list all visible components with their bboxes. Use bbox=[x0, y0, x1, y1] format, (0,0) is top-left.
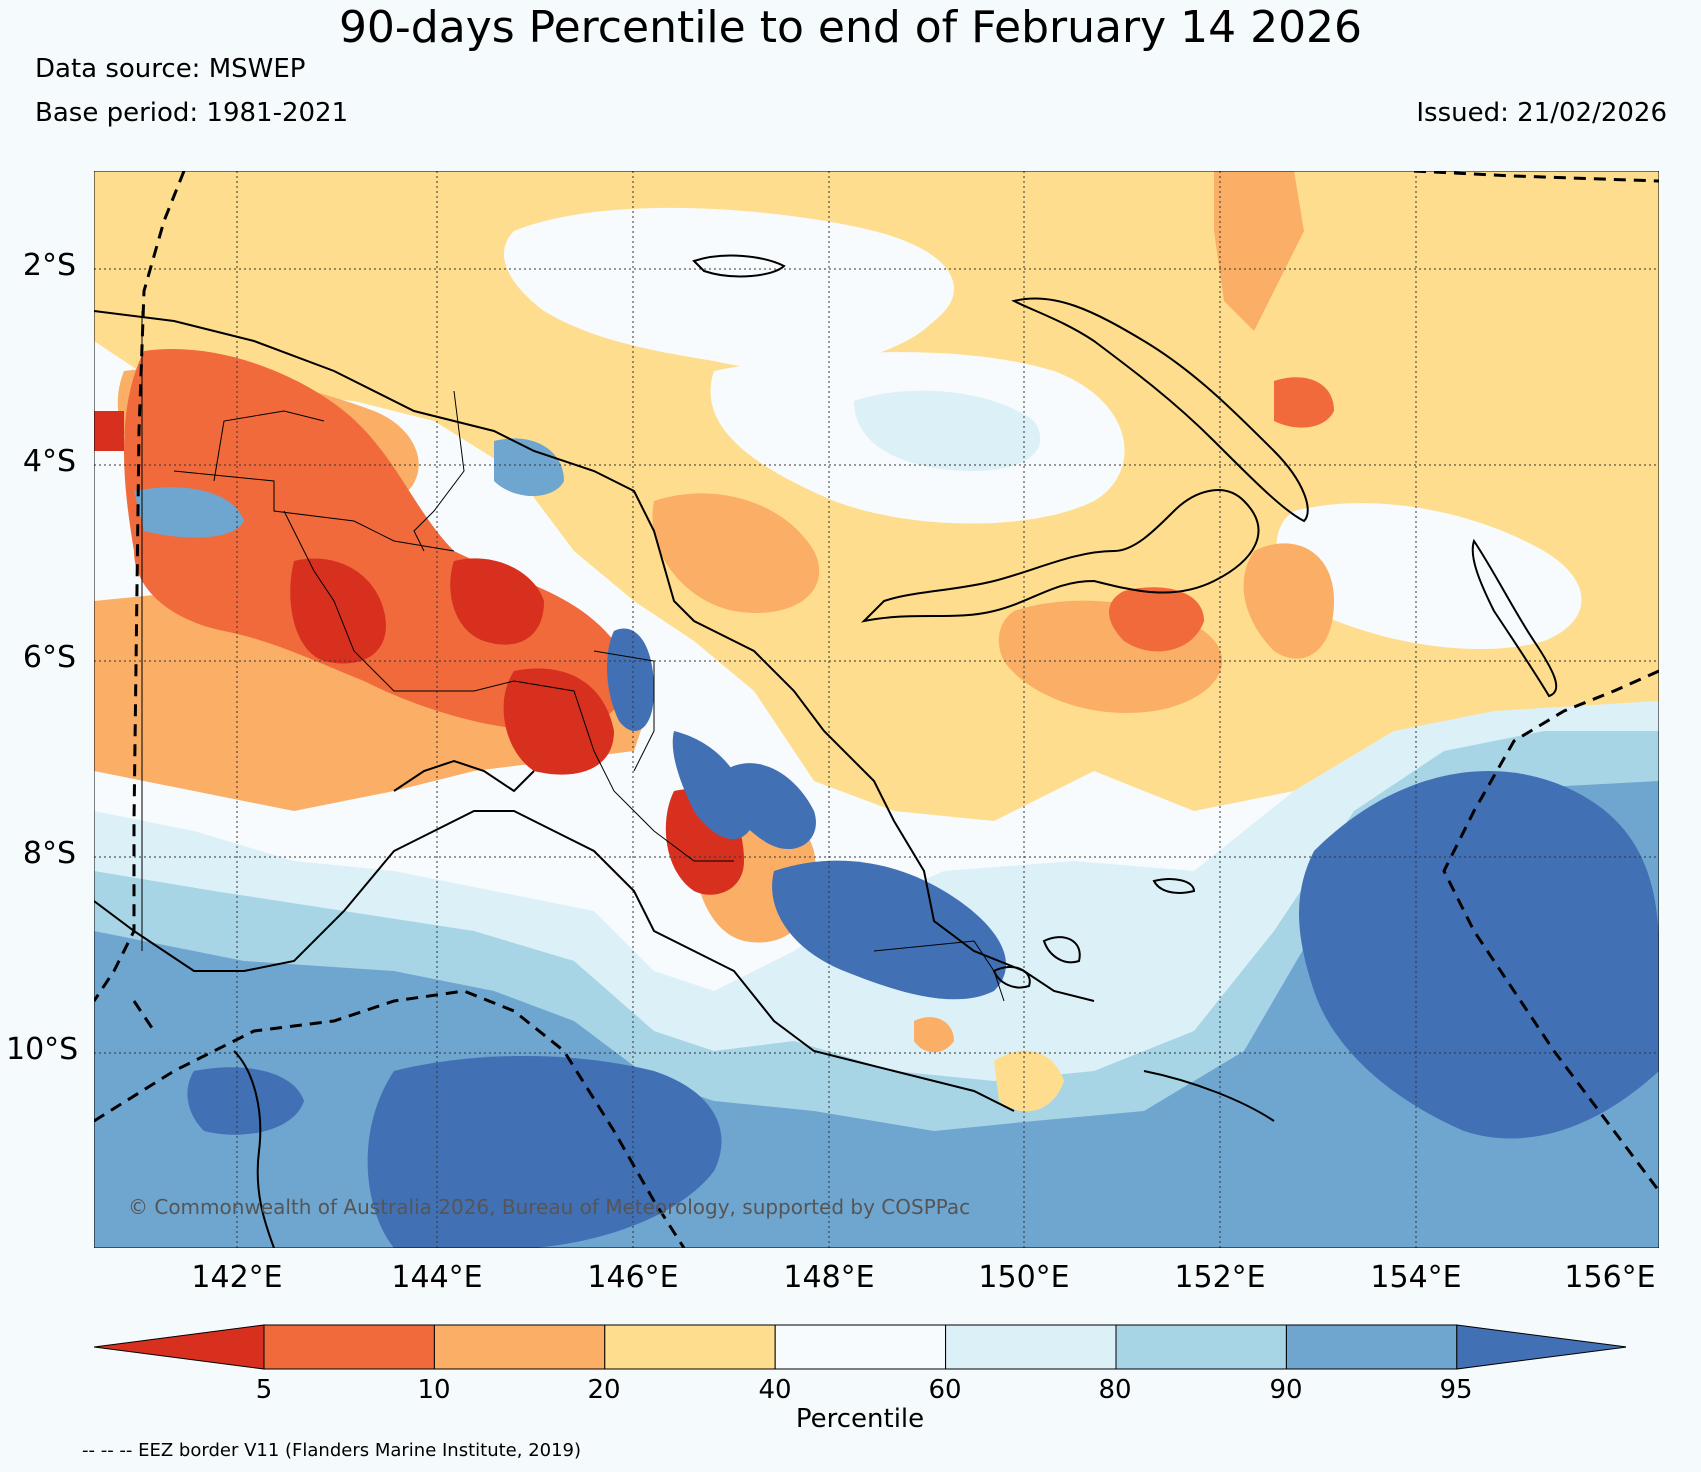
lon-label-148e: 148°E bbox=[783, 1260, 875, 1295]
cb-tick-10: 10 bbox=[417, 1375, 451, 1405]
region-east-neutral bbox=[1276, 503, 1582, 650]
coast-new-ireland bbox=[1011, 297, 1309, 523]
region-north-neutral bbox=[504, 207, 954, 369]
eez-borders bbox=[94, 171, 1659, 1248]
coastlines bbox=[94, 254, 1558, 1248]
region-blue-north-2 bbox=[607, 628, 654, 731]
region-orange-mid bbox=[652, 493, 820, 613]
cb-tick-20: 20 bbox=[587, 1375, 621, 1405]
lon-label-154e: 154°E bbox=[1370, 1260, 1462, 1295]
lon-label-146e: 146°E bbox=[587, 1260, 679, 1295]
border-province-4 bbox=[513, 680, 734, 862]
border-province-7 bbox=[873, 940, 1005, 1002]
province-borders bbox=[141, 311, 1005, 1002]
colorbar-title: Percentile bbox=[795, 1404, 925, 1434]
colorbar-cell-5-10 bbox=[263, 1324, 435, 1370]
cb-tick-5: 5 bbox=[255, 1375, 273, 1405]
eez-legend-note: -- -- -- EEZ border V11 (Flanders Marine… bbox=[82, 1440, 582, 1461]
lat-label-8s: 8°S bbox=[22, 836, 76, 871]
region-south-tip-yellow bbox=[994, 1050, 1064, 1112]
cb-tick-90: 90 bbox=[1269, 1375, 1303, 1405]
region-deepred-2 bbox=[450, 558, 544, 645]
region-south-orange bbox=[914, 1017, 954, 1053]
cb-tick-80: 80 bbox=[1098, 1375, 1132, 1405]
coast-goodenough bbox=[992, 966, 1031, 989]
colorbar-cell-20-40 bbox=[604, 1324, 776, 1370]
coast-fly-delta bbox=[393, 759, 535, 793]
border-province-1 bbox=[173, 470, 455, 552]
eez-south-coral bbox=[132, 1000, 156, 1032]
region-torres-deep bbox=[367, 1056, 722, 1248]
eez-northeast bbox=[1413, 171, 1659, 183]
lon-label-156e: 156°E bbox=[1564, 1260, 1656, 1295]
coast-cape-york bbox=[233, 1050, 275, 1248]
lat-label-4s: 4°S bbox=[22, 444, 76, 479]
colorbar-cell-60-80 bbox=[945, 1324, 1117, 1370]
data-source: Data source: MSWEP bbox=[35, 54, 306, 84]
colorbar-cell-90-95 bbox=[1285, 1324, 1458, 1370]
lon-label-150e: 150°E bbox=[978, 1260, 1070, 1295]
region-milne-deep bbox=[772, 860, 1006, 1000]
region-blue-north-3 bbox=[134, 487, 244, 538]
border-province-2 bbox=[283, 510, 515, 692]
coast-louisiade bbox=[1143, 1070, 1275, 1122]
colorbar-cell-80-90 bbox=[1115, 1324, 1287, 1370]
colorbar-cell-10-20 bbox=[433, 1324, 606, 1370]
percentile-map: © Commonwealth of Australia 2026, Bureau… bbox=[94, 171, 1659, 1248]
border-province-5 bbox=[593, 650, 655, 772]
colorbar-extend-low bbox=[94, 1324, 265, 1370]
lon-label-142e: 142°E bbox=[191, 1260, 283, 1295]
region-red-east bbox=[1109, 587, 1204, 652]
eez-west bbox=[94, 171, 186, 1002]
eez-east bbox=[1442, 669, 1659, 1192]
coast-manus bbox=[692, 254, 786, 278]
lat-label-10s: 10°S bbox=[6, 1032, 79, 1067]
base-period: Base period: 1981-2021 bbox=[35, 98, 349, 128]
coast-new-britain bbox=[860, 489, 1260, 623]
lat-label-2s: 2°S bbox=[22, 248, 76, 283]
region-red-ne bbox=[1274, 377, 1334, 428]
border-province-3 bbox=[413, 390, 465, 552]
region-central-wet bbox=[854, 390, 1041, 471]
border-province-6 bbox=[213, 410, 325, 482]
cb-tick-95: 95 bbox=[1439, 1375, 1473, 1405]
region-orange-ridge bbox=[1243, 543, 1334, 659]
region-coral-sea-deep bbox=[1299, 771, 1659, 1139]
coast-trobriand bbox=[1152, 878, 1196, 894]
graticule bbox=[94, 171, 1659, 1248]
coast-new-guinea-north bbox=[94, 310, 1095, 1002]
region-deepred-5 bbox=[94, 411, 124, 451]
region-deepred-3 bbox=[503, 668, 614, 775]
coast-bougainville bbox=[1471, 538, 1558, 698]
lon-label-152e: 152°E bbox=[1174, 1260, 1266, 1295]
region-orange-ne bbox=[1214, 171, 1304, 331]
region-sw-deep bbox=[187, 1067, 304, 1135]
colorbar-cell-40-60 bbox=[774, 1324, 947, 1370]
lon-label-144e: 144°E bbox=[391, 1260, 483, 1295]
issued-date: Issued: 21/02/2026 bbox=[1416, 98, 1667, 128]
region-blue-north-1 bbox=[494, 438, 564, 496]
colorbar bbox=[94, 1324, 1626, 1370]
coast-new-guinea-south bbox=[94, 810, 1015, 1112]
region-gulf-deep bbox=[721, 763, 816, 850]
copyright-notice: © Commonwealth of Australia 2026, Bureau… bbox=[128, 1195, 970, 1219]
coast-dentrecasteaux bbox=[1042, 936, 1081, 964]
lat-label-6s: 6°S bbox=[22, 640, 76, 675]
cb-tick-60: 60 bbox=[928, 1375, 962, 1405]
colorbar-extend-high bbox=[1456, 1324, 1626, 1370]
map-title: 90-days Percentile to end of February 14… bbox=[338, 2, 1363, 53]
region-red-north bbox=[207, 388, 356, 465]
cb-tick-40: 40 bbox=[758, 1375, 792, 1405]
